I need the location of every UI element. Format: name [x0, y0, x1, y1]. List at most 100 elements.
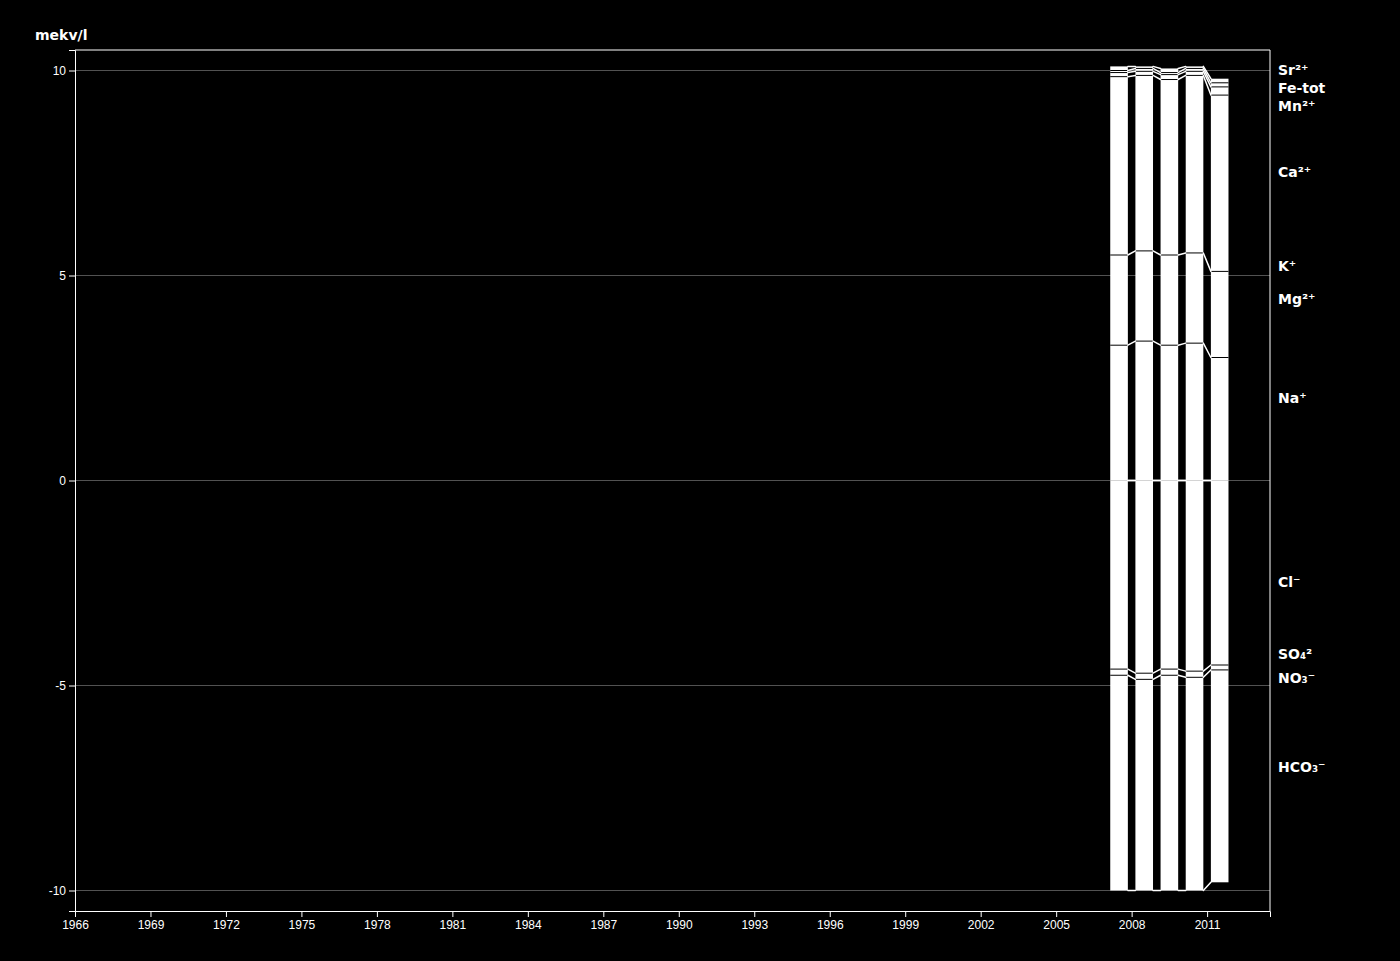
- ion-boundary: [1161, 345, 1179, 346]
- y-tick-label: -5: [55, 679, 66, 693]
- x-tick: 1966: [62, 911, 89, 932]
- y-tick-mark: [69, 891, 75, 892]
- ion-boundary: [1211, 665, 1229, 666]
- x-tick: 1987: [590, 911, 617, 932]
- ion-boundary: [1110, 675, 1128, 676]
- column-strip: [1161, 481, 1179, 891]
- ion-label: Cl⁻: [1278, 574, 1300, 590]
- ion-label: Mn²⁺: [1278, 98, 1315, 114]
- boundary-connector: [1178, 669, 1186, 671]
- x-tick-mark: [301, 911, 302, 917]
- column-strip: [1186, 66, 1204, 480]
- y-tick: 10: [53, 64, 75, 78]
- boundary-connector: [1178, 75, 1186, 79]
- y-tick: -10: [49, 884, 75, 898]
- x-tick: 1978: [364, 911, 391, 932]
- frame: [1270, 50, 1271, 911]
- x-tick-mark: [679, 911, 680, 917]
- x-tick-mark: [1132, 911, 1133, 917]
- marks: [1110, 66, 1228, 890]
- boundary-connector: [1153, 480, 1161, 482]
- ion-boundary: [1186, 68, 1204, 69]
- ion-label: NO₃⁻: [1278, 670, 1315, 686]
- boundary-connector: [1203, 75, 1211, 95]
- boundary-connector: [1128, 66, 1136, 68]
- ion-boundary: [1135, 673, 1153, 674]
- column-strip: [1135, 66, 1153, 480]
- ion-boundary: [1110, 76, 1128, 77]
- boundary-connector: [1178, 71, 1186, 74]
- boundary-connector: [1203, 253, 1211, 271]
- boundary-connector: [1128, 675, 1136, 679]
- ion-boundary: [1110, 669, 1128, 670]
- ion-boundary: [1135, 341, 1153, 342]
- x-tick-label: 1993: [741, 918, 768, 932]
- x-tick: 1981: [440, 911, 467, 932]
- cation-boundaries: [1110, 66, 1228, 480]
- ion-label: Mg²⁺: [1278, 291, 1315, 307]
- x-tick-label: 1984: [515, 918, 542, 932]
- boundary-connector: [1178, 675, 1186, 677]
- x-tick-mark: [150, 911, 151, 917]
- boundary-connector: [1178, 480, 1186, 482]
- grid: [75, 71, 1270, 891]
- ion-boundary: [1135, 250, 1153, 251]
- x-axis: 1966196919721975197819811984198719901993…: [62, 911, 1270, 932]
- ion-boundary: [1161, 79, 1179, 80]
- boundary-connector: [1128, 75, 1136, 76]
- column-strip: [1161, 68, 1179, 480]
- ion-boundary: [1211, 669, 1229, 670]
- boundary-connector: [1128, 251, 1136, 255]
- boundary-connector: [1203, 882, 1211, 890]
- x-tick-label: 2002: [968, 918, 995, 932]
- x-tick: 1993: [741, 911, 768, 932]
- boundary-connector: [1153, 71, 1161, 74]
- x-tick-mark: [981, 911, 982, 917]
- x-tick: 1975: [289, 911, 316, 932]
- ion-boundary: [1161, 74, 1179, 75]
- boundary-connector: [1203, 343, 1211, 357]
- x-tick-mark: [377, 911, 378, 917]
- ion-boundary: [1186, 75, 1204, 76]
- anion-boundaries: [1110, 481, 1228, 891]
- boundary-connector: [1203, 670, 1211, 677]
- column-strip: [1110, 66, 1128, 480]
- x-tick: 1984: [515, 911, 542, 932]
- y-axis-title: mekv/l: [35, 27, 87, 43]
- ion-boundary: [1186, 671, 1204, 672]
- boundary-connector: [1128, 669, 1136, 673]
- ion-boundary: [1161, 72, 1179, 73]
- x-tick-mark: [1207, 911, 1208, 917]
- ion-boundary: [1211, 357, 1229, 358]
- y-tick-mark: [69, 276, 75, 277]
- frame: [75, 50, 1270, 51]
- ion-boundary: [1211, 82, 1229, 83]
- ion-boundary: [1211, 86, 1229, 87]
- y-axis-line: [69, 51, 76, 912]
- chart: 1966196919721975197819811984198719901993…: [0, 0, 1400, 961]
- ion-boundary: [1186, 71, 1204, 72]
- x-tick-label: 1975: [289, 918, 316, 932]
- x-tick-label: 2011: [1195, 918, 1221, 932]
- boundary-connector: [1128, 341, 1136, 345]
- x-tick: 1969: [138, 911, 165, 932]
- column-strip: [1186, 481, 1204, 891]
- x-tick: 2002: [968, 911, 995, 932]
- boundary-connector: [1153, 75, 1161, 79]
- ion-boundary: [1110, 255, 1128, 256]
- ion-label: Sr²⁺: [1278, 62, 1309, 78]
- x-tick: 2011: [1195, 911, 1221, 932]
- ion-boundary: [1161, 255, 1179, 256]
- x-tick-mark: [452, 911, 453, 917]
- grid-line: [75, 685, 1270, 686]
- column-strip: [1135, 481, 1153, 891]
- x-tick-mark: [754, 911, 755, 917]
- boundary-connector: [1178, 343, 1186, 345]
- boundary-connector: [1153, 341, 1161, 345]
- x-tick-label: 1987: [590, 918, 617, 932]
- boundary-connector: [1128, 480, 1136, 482]
- y-tick: -5: [55, 679, 75, 693]
- boundary-connector: [1153, 669, 1161, 673]
- ion-boundary: [1110, 72, 1128, 73]
- ion-label: HCO₃⁻: [1278, 759, 1325, 775]
